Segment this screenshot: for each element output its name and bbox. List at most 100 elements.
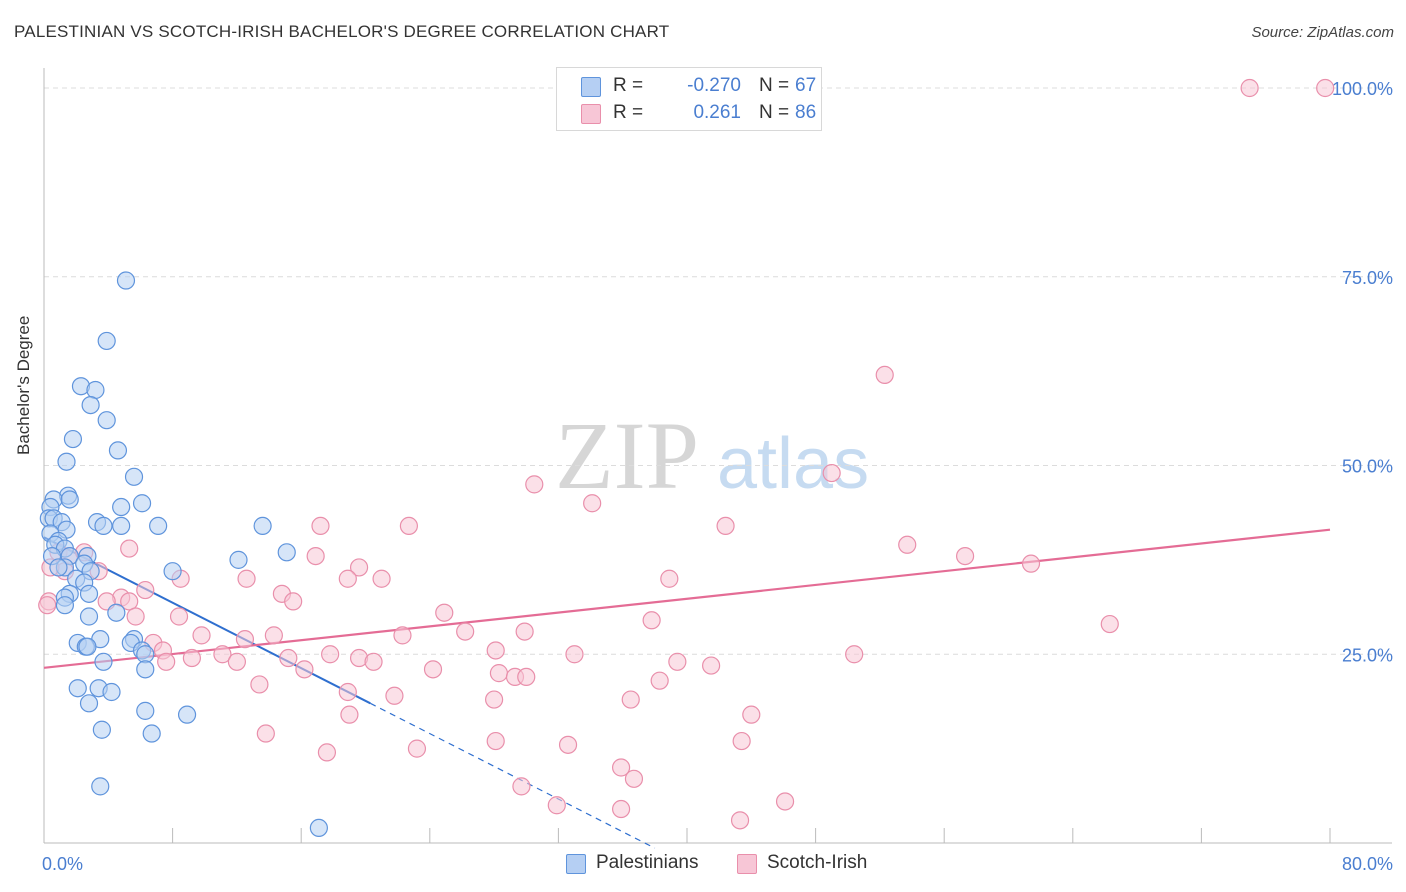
palestinian-point: [55, 596, 74, 615]
y-tick-label: 100.0%: [1332, 79, 1393, 99]
scotch-irish-point: [169, 607, 189, 626]
scotch-irish-point: [38, 596, 57, 615]
tick-labels: 25.0% 50.0% 75.0% 100.0% 0.0% 80.0%: [42, 79, 1393, 874]
palestinian-point: [107, 603, 126, 622]
palestinian-point: [229, 550, 248, 569]
scotch-irish-point: [227, 652, 246, 671]
scotch-irish-point: [702, 656, 721, 675]
palestinian-point: [81, 396, 100, 415]
scotch-irish-point: [338, 682, 357, 702]
scotch-irish-point: [716, 516, 735, 536]
y-tick-label: 25.0%: [1342, 645, 1393, 665]
palestinian-point: [177, 705, 197, 724]
legend-swatch-pink: [581, 104, 601, 124]
legend-n-label: N =: [759, 75, 790, 96]
palestinian-point: [132, 494, 152, 513]
palestinian-point: [79, 607, 99, 626]
palestinian-point: [149, 516, 168, 536]
series-swatch-pink: [737, 854, 757, 874]
scotch-irish-point: [525, 475, 544, 494]
series-swatch-blue: [566, 854, 586, 874]
scotch-irish-point: [621, 690, 640, 709]
palestinian-point: [94, 516, 113, 536]
scotch-irish-point: [660, 569, 679, 588]
scotch-irish-point: [295, 660, 314, 679]
palestinian-point: [116, 271, 136, 290]
x-tick-label-max: 80.0%: [1342, 854, 1393, 874]
scotch-irish-point: [624, 769, 644, 788]
scotch-irish-point: [517, 667, 536, 687]
scotch-irish-point: [1240, 78, 1259, 98]
scotch-irish-point: [486, 641, 505, 660]
palestinian-point: [68, 679, 87, 698]
scotch-irish-point: [311, 516, 330, 536]
scotch-irish-point: [235, 630, 255, 649]
scotch-irish-point: [875, 365, 894, 384]
scotch-irish-point: [182, 648, 201, 668]
palestinian-point: [142, 724, 161, 743]
legend-swatch-blue: [581, 77, 601, 97]
palestinian-point: [91, 777, 110, 796]
scotch-irish-point: [321, 645, 340, 664]
palestinian-point: [92, 720, 111, 739]
scotch-irish-point: [558, 735, 578, 754]
scotch-irish-point: [547, 796, 566, 815]
chart-title: PALESTINIAN VS SCOTCH-IRISH BACHELOR'S D…: [14, 22, 670, 41]
palestinian-point: [108, 441, 128, 460]
palestinian-point: [136, 660, 155, 679]
scotch-irish-point: [650, 671, 669, 690]
scotch-irish-point: [1316, 78, 1335, 98]
scotch-irish-point: [250, 675, 269, 694]
scotch-irish-point: [486, 731, 505, 751]
scotch-irish-point: [822, 463, 841, 483]
scotch-irish-point: [237, 569, 256, 588]
y-axis-label-wrap: Bachelor's Degree: [14, 316, 34, 455]
correlation-legend: R = -0.270 N = 67 R = 0.261 N = 86: [556, 67, 822, 131]
scotch-irish-point: [955, 546, 975, 566]
scotch-irish-point: [515, 622, 534, 641]
trend-line-palestinians-extension: [370, 702, 656, 849]
palestinian-point: [97, 331, 116, 351]
palestinian-point: [124, 467, 144, 486]
palestinian-point: [94, 652, 113, 671]
scotch-irish-point: [775, 792, 795, 811]
palestinian-point: [49, 558, 68, 577]
grid-lines: [44, 87, 1392, 655]
scotch-irish-point: [456, 622, 475, 641]
scotch-irish-point: [364, 652, 383, 671]
scotch-irish-point: [317, 743, 337, 762]
x-tick-label-min: 0.0%: [42, 854, 83, 874]
watermark-zip: ZIP: [555, 402, 699, 509]
scotch-irish-point: [393, 626, 412, 645]
scotch-irish-point: [583, 494, 602, 513]
palestinian-point: [253, 516, 272, 536]
scotch-irish-point: [349, 558, 369, 577]
scotch-irish-point: [407, 739, 427, 758]
legend-r-label: R =: [613, 75, 644, 96]
trend-lines: [43, 528, 1331, 849]
palestinian-point: [163, 562, 182, 581]
scotch-irish-point: [485, 690, 504, 709]
palestinian-point: [60, 490, 79, 509]
scotch-irish-point: [732, 731, 751, 751]
palestinian-point: [79, 694, 99, 713]
palestinian-point: [63, 429, 83, 449]
scotch-irish-point: [120, 539, 139, 558]
scotch-irish-point: [730, 811, 750, 830]
scotch-irish-point: [385, 686, 404, 705]
scotch-irish-point: [435, 603, 454, 622]
palestinian-point: [112, 516, 131, 536]
scotch-irish-point: [192, 626, 211, 645]
axes: [43, 68, 1392, 844]
scotch-irish-point: [742, 705, 761, 724]
palestinian-point: [277, 543, 296, 562]
source-credit: Source: ZipAtlas.com: [1251, 24, 1394, 41]
scotch-irish-point: [565, 645, 584, 664]
scotch-irish-point: [372, 569, 391, 588]
palestinian-point: [79, 584, 99, 603]
scotch-irish-point: [489, 664, 509, 683]
palestinian-point: [86, 380, 105, 400]
scotch-irish-point: [642, 611, 661, 630]
y-tick-label: 75.0%: [1342, 268, 1393, 288]
scotch-irish-point: [611, 799, 631, 819]
